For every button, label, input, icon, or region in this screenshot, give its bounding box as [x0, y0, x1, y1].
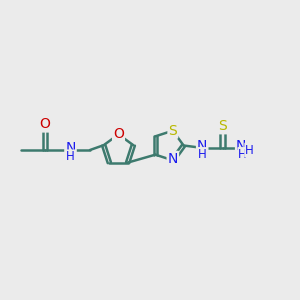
- Text: N: N: [65, 141, 76, 154]
- Text: N: N: [168, 152, 178, 166]
- Text: S: S: [168, 124, 177, 138]
- Text: H: H: [238, 148, 247, 161]
- Text: O: O: [113, 128, 124, 141]
- Text: S: S: [218, 119, 227, 133]
- Text: H: H: [198, 148, 207, 161]
- Text: O: O: [40, 118, 50, 131]
- Text: H: H: [245, 143, 254, 157]
- Text: N: N: [236, 139, 246, 153]
- Text: N: N: [197, 139, 207, 153]
- Text: H: H: [66, 150, 75, 164]
